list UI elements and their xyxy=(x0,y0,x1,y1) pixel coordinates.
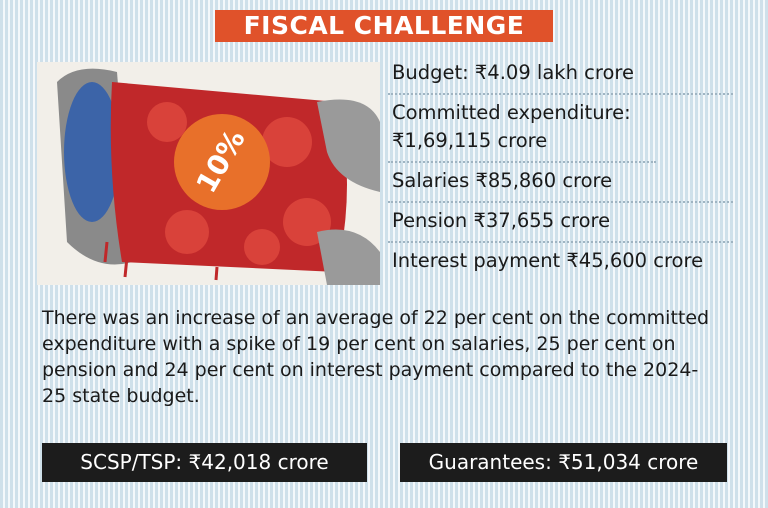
highlight-box: Guarantees: ₹51,034 crore xyxy=(400,443,727,482)
fact: Committed expenditure: ₹1,69,115 crore xyxy=(388,95,656,163)
illustration: 10% xyxy=(37,62,380,285)
fact: Budget: ₹4.09 lakh crore xyxy=(388,55,733,95)
title: FISCAL CHALLENGE xyxy=(215,10,553,42)
fact-list: Budget: ₹4.09 lakh crore Committed expen… xyxy=(388,55,733,281)
fact: Salaries ₹85,860 crore xyxy=(388,163,733,203)
fact: Pension ₹37,655 crore xyxy=(388,203,733,243)
fact: Interest payment ₹45,600 crore xyxy=(392,249,704,272)
highlight-box: SCSP/TSP: ₹42,018 crore xyxy=(42,443,367,482)
summary: There was an increase of an average of 2… xyxy=(42,307,710,407)
